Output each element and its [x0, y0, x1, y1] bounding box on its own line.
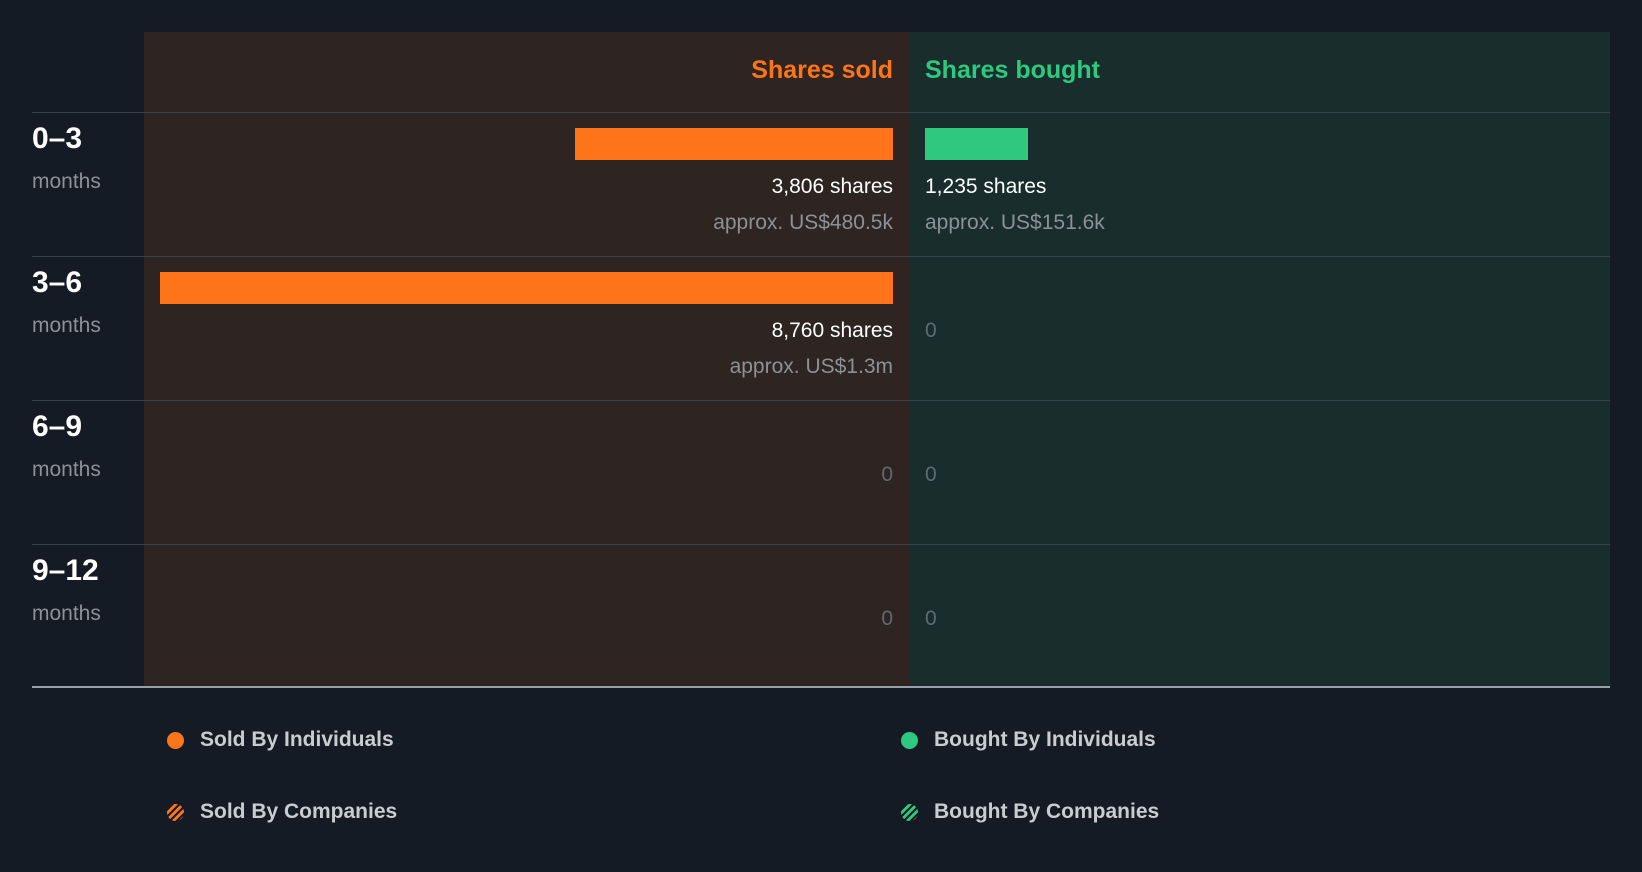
bottom-axis-line	[32, 686, 1610, 688]
sold-shares-label: 3,806 shares	[771, 175, 893, 198]
row-divider	[32, 112, 1610, 113]
period-range-label: 6–9	[32, 410, 83, 443]
row-divider	[32, 400, 1610, 401]
bought-bar[interactable]	[925, 128, 1028, 160]
sold-zero-value: 0	[881, 607, 893, 630]
period-unit-label: months	[32, 458, 101, 481]
period-range-label: 3–6	[32, 266, 83, 299]
sold-bar[interactable]	[160, 272, 893, 304]
legend-label: Bought By Companies	[934, 800, 1160, 823]
period-range-label: 0–3	[32, 122, 83, 155]
period-unit-label: months	[32, 602, 101, 625]
sold-approx-value: approx. US$1.3m	[729, 355, 893, 378]
legend-striped-swatch-icon	[167, 803, 184, 821]
sold-zero-value: 0	[881, 463, 893, 486]
sold-approx-value: approx. US$480.5k	[713, 211, 893, 234]
legend-label: Sold By Companies	[200, 800, 398, 823]
sold-shares-label: 8,760 shares	[771, 319, 893, 342]
shares-bought-header: Shares bought	[925, 56, 1101, 84]
legend-item[interactable]: Sold By Companies	[167, 797, 397, 827]
legend-solid-swatch-icon	[167, 731, 184, 749]
legend-label: Sold By Individuals	[200, 728, 394, 751]
row-divider	[32, 256, 1610, 257]
legend-item[interactable]: Bought By Companies	[901, 797, 1159, 827]
period-unit-label: months	[32, 314, 101, 337]
bought-zero-value: 0	[925, 319, 937, 342]
period-range-label: 9–12	[32, 554, 99, 587]
sold-bar[interactable]	[575, 128, 893, 160]
legend-striped-swatch-icon	[901, 803, 918, 821]
legend-item[interactable]: Sold By Individuals	[167, 725, 394, 755]
row-divider	[32, 544, 1610, 545]
bought-shares-label: 1,235 shares	[925, 175, 1047, 198]
bought-approx-value: approx. US$151.6k	[925, 211, 1105, 234]
bought-zero-value: 0	[925, 463, 937, 486]
period-unit-label: months	[32, 170, 101, 193]
legend-solid-swatch-icon	[901, 731, 918, 749]
legend-label: Bought By Individuals	[934, 728, 1156, 751]
shares-sold-header: Shares sold	[751, 56, 893, 84]
legend-item[interactable]: Bought By Individuals	[901, 725, 1156, 755]
bought-zero-value: 0	[925, 607, 937, 630]
